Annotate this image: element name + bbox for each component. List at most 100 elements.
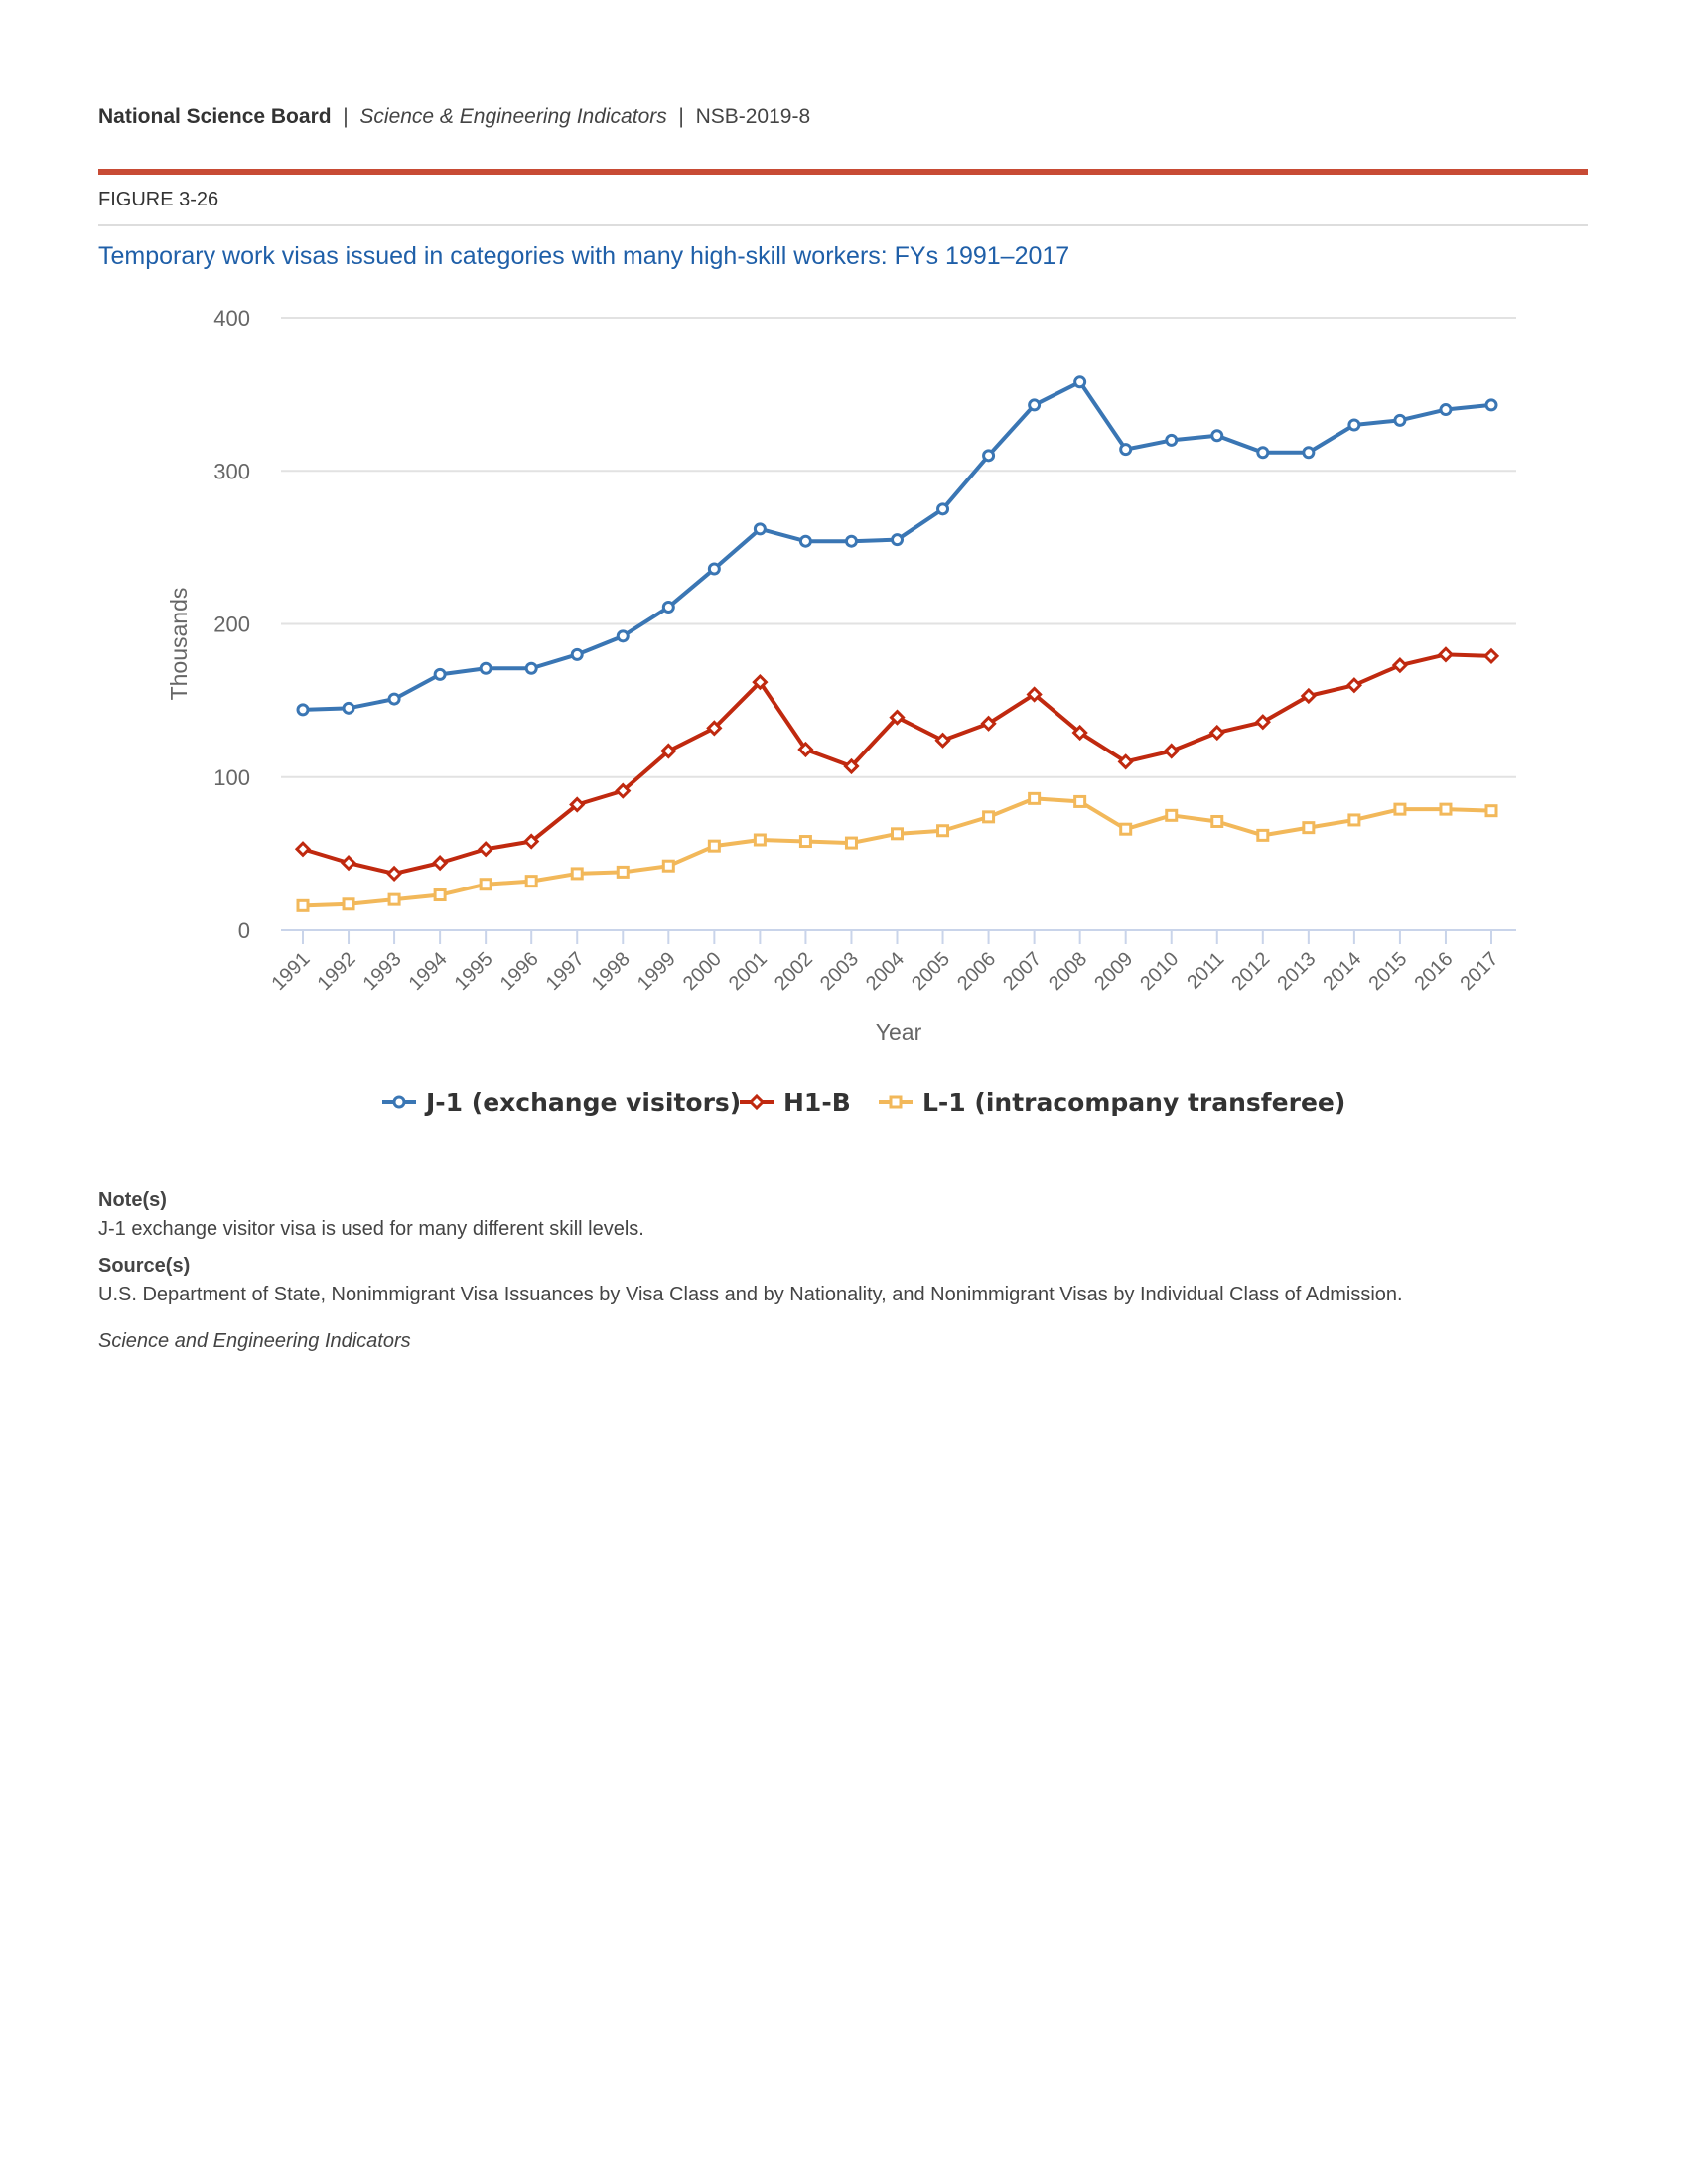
- data-point: [431, 855, 449, 872]
- data-point: [982, 449, 996, 463]
- data-point: [1208, 724, 1225, 742]
- series-j-1: [296, 375, 1498, 717]
- x-tick-label: 2002: [771, 948, 817, 995]
- data-point: [296, 898, 310, 912]
- x-tick-label: 2009: [1090, 948, 1137, 995]
- data-point: [1071, 724, 1088, 742]
- org-name: National Science Board: [98, 105, 332, 128]
- x-tick-label: 2001: [725, 948, 772, 995]
- data-point: [1028, 791, 1042, 805]
- data-point: [843, 757, 860, 775]
- x-tick-label: 2005: [908, 948, 954, 995]
- data-point: [1439, 403, 1453, 417]
- data-point: [1393, 413, 1407, 427]
- x-tick-label: 2003: [816, 948, 863, 995]
- source-text: U.S. Department of State, Nonimmigrant V…: [98, 1284, 1403, 1305]
- data-point: [524, 661, 538, 675]
- data-point: [1254, 714, 1271, 731]
- data-point: [433, 667, 447, 681]
- data-point: [936, 824, 950, 838]
- data-point: [1028, 398, 1042, 412]
- legend-item: J-1 (exchange visitors): [382, 1088, 741, 1117]
- data-point: [1300, 687, 1317, 705]
- data-point: [891, 827, 904, 841]
- notes-heading: Note(s): [98, 1189, 167, 1211]
- data-point: [1119, 443, 1133, 457]
- series-h1-b: [294, 646, 1500, 883]
- data-point: [615, 782, 632, 799]
- data-point: [752, 673, 769, 691]
- data-point: [1117, 753, 1134, 770]
- x-tick-label: 1991: [268, 948, 315, 995]
- x-tick-label: 2000: [679, 948, 726, 995]
- separator: |: [343, 105, 349, 128]
- data-point: [661, 601, 675, 614]
- legend-marker: [748, 1093, 766, 1111]
- legend-label: H1-B: [783, 1088, 851, 1117]
- data-point: [523, 833, 540, 850]
- data-point: [478, 841, 494, 858]
- data-point: [616, 629, 630, 643]
- notes-text: J-1 exchange visitor visa is used for ma…: [98, 1218, 644, 1240]
- data-point: [1393, 802, 1407, 816]
- data-point: [707, 839, 721, 853]
- data-point: [387, 692, 401, 706]
- series-l-1: [296, 791, 1498, 912]
- data-point: [1484, 804, 1498, 818]
- data-point: [661, 859, 675, 873]
- x-tick-label: 1997: [542, 948, 589, 995]
- data-point: [844, 836, 858, 850]
- x-tick-label: 1993: [359, 948, 406, 995]
- data-point: [1026, 686, 1043, 703]
- x-tick-label: 2008: [1045, 948, 1091, 995]
- footer-text: Science and Engineering Indicators: [98, 1330, 411, 1352]
- data-point: [1165, 808, 1179, 822]
- data-point: [1484, 398, 1498, 412]
- data-point: [982, 810, 996, 824]
- publication-name: Science & Engineering Indicators: [359, 105, 667, 128]
- x-tick-label: 2004: [862, 948, 909, 995]
- x-tick-label: 2011: [1183, 948, 1228, 994]
- x-tick-label: 2006: [953, 948, 1000, 995]
- y-tick-label: 200: [213, 613, 250, 637]
- data-point: [1347, 813, 1361, 827]
- divider: [98, 224, 1588, 226]
- data-point: [385, 865, 403, 883]
- data-point: [296, 703, 310, 717]
- data-point: [570, 867, 584, 881]
- x-axis-label: Year: [876, 1020, 922, 1045]
- data-point: [342, 897, 355, 911]
- x-tick-label: 1996: [496, 948, 543, 995]
- data-point: [753, 833, 767, 847]
- data-point: [342, 701, 355, 715]
- separator: |: [678, 105, 684, 128]
- data-point: [660, 743, 677, 759]
- series-line: [302, 652, 1492, 876]
- data-point: [340, 855, 357, 872]
- data-point: [1302, 446, 1316, 460]
- x-tick-label: 2016: [1410, 948, 1457, 995]
- data-point: [934, 732, 951, 749]
- legend-label: L-1 (intracompany transferee): [922, 1088, 1345, 1117]
- x-tick-label: 2014: [1319, 948, 1365, 995]
- y-tick-label: 100: [213, 765, 250, 790]
- x-tick-label: 2007: [999, 948, 1046, 995]
- data-point: [1439, 802, 1453, 816]
- report-header: National Science Board | Science & Engin…: [98, 105, 810, 129]
- data-point: [1210, 429, 1224, 443]
- data-point: [1482, 647, 1500, 665]
- report-id: NSB-2019-8: [695, 105, 811, 128]
- y-tick-label: 300: [213, 459, 250, 483]
- data-point: [753, 522, 767, 536]
- x-tick-label: 1995: [451, 948, 497, 995]
- x-tick-label: 1994: [405, 948, 452, 995]
- data-point: [891, 533, 904, 547]
- y-axis-label: Thousands: [166, 588, 192, 701]
- data-point: [1163, 743, 1180, 759]
- x-tick-label: 2017: [1457, 948, 1503, 995]
- accent-bar: [98, 169, 1588, 175]
- data-point: [936, 502, 950, 516]
- data-point: [294, 841, 312, 858]
- data-point: [797, 741, 814, 758]
